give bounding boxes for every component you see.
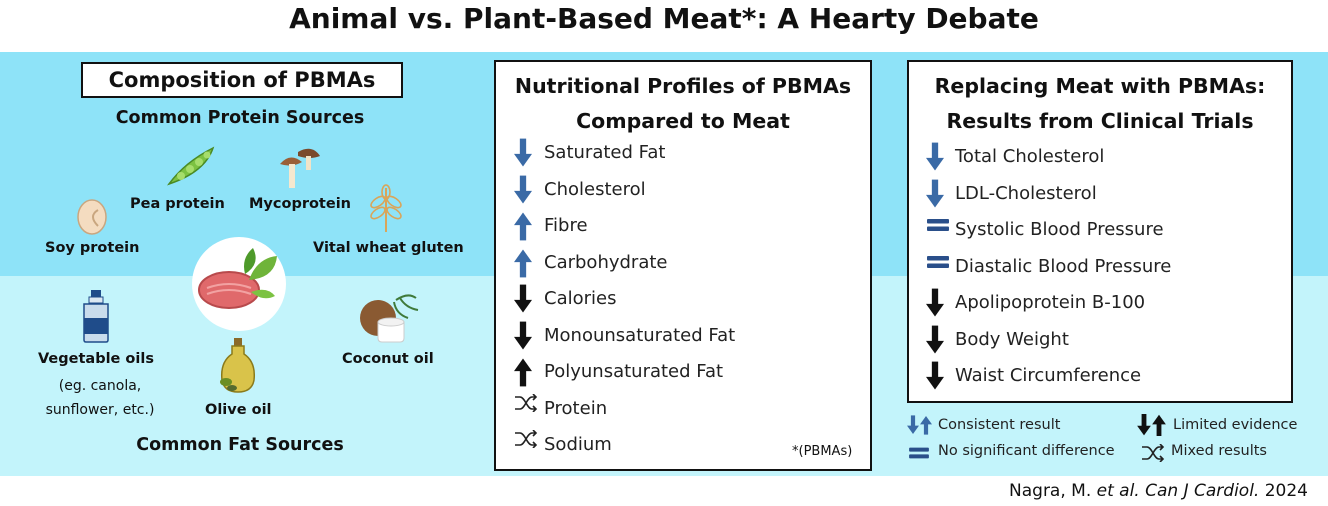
nutrition-title-line1: Nutritional Profiles of PBMAs	[514, 74, 852, 98]
trials-row-label: Total Cholesterol	[955, 146, 1105, 167]
down-arrow-blue-icon	[514, 175, 532, 209]
trials-row-label: Body Weight	[955, 328, 1069, 350]
nutrition-row-label: Sodium	[544, 434, 612, 455]
legend-no-diff: No significant difference	[938, 443, 1115, 459]
trials-panel: Replacing Meat with PBMAs: Results from …	[907, 60, 1293, 403]
down-arrow-black-icon	[926, 288, 944, 322]
vegetable-oils-note-1: (eg. canola,	[58, 378, 142, 394]
down-arrow-black-icon	[514, 321, 532, 355]
mixed-icon	[514, 430, 538, 452]
trials-row-label: Systolic Blood Pressure	[955, 219, 1164, 240]
nutrition-row-label: Cholesterol	[544, 178, 646, 200]
pea-protein-label: Pea protein	[130, 196, 225, 212]
mycoprotein-label: Mycoprotein	[249, 196, 351, 212]
protein-sources-heading: Common Protein Sources	[115, 108, 365, 128]
trials-row-label: Diastalic Blood Pressure	[955, 255, 1172, 277]
down-arrow-black-icon	[926, 361, 944, 395]
nutrition-panel: Nutritional Profiles of PBMAs Compared t…	[494, 60, 872, 471]
trials-row-label: Waist Circumference	[955, 365, 1142, 386]
vegetable-oils-note-2: sunflower, etc.)	[45, 402, 155, 418]
legend-consistent: Consistent result	[938, 417, 1061, 433]
fat-sources-heading: Common Fat Sources	[136, 435, 344, 455]
limited-evidence-icon	[1137, 414, 1167, 436]
down-arrow-blue-icon	[514, 138, 532, 172]
citation-authors: Nagra, M.	[1009, 481, 1092, 501]
up-arrow-blue-icon	[514, 211, 532, 245]
pea-pod-icon	[167, 146, 215, 186]
legend-mixed: Mixed results	[1171, 443, 1267, 459]
plant-meat-icon	[192, 237, 286, 331]
nutrition-row-label: Fibre	[544, 215, 588, 236]
wheat-icon	[370, 184, 402, 232]
nutrition-row-label: Protein	[544, 397, 608, 419]
nutrition-row-label: Polyunsaturated Fat	[544, 361, 724, 382]
trials-title-line1: Replacing Meat with PBMAs:	[934, 74, 1266, 98]
up-arrow-black-icon	[514, 357, 532, 391]
mushroom-icon	[280, 148, 320, 188]
no-difference-icon	[908, 444, 930, 462]
nutrition-row-label: Monounsaturated Fat	[544, 324, 736, 346]
citation-year: 2024	[1264, 481, 1308, 501]
equal-icon	[926, 252, 950, 276]
coconut-icon	[360, 294, 419, 343]
down-arrow-black-icon	[926, 325, 944, 359]
soy-bean-icon	[77, 199, 107, 235]
trials-title-line2: Results from Clinical Trials	[946, 109, 1254, 133]
down-arrow-blue-icon	[926, 142, 944, 176]
page-title: Animal vs. Plant-Based Meat*: A Hearty D…	[289, 2, 1039, 35]
down-arrow-blue-icon	[926, 179, 944, 213]
composition-title: Composition of PBMAs	[81, 62, 403, 98]
mixed-icon	[514, 394, 538, 416]
citation: Nagra, M. et al. Can J Cardiol. 2024	[1009, 481, 1308, 501]
citation-journal: et al. Can J Cardiol.	[1096, 481, 1260, 501]
soy-protein-label: Soy protein	[45, 240, 140, 256]
vegetable-oil-icon	[83, 290, 109, 343]
legend-limited: Limited evidence	[1173, 417, 1298, 433]
olive-oil-label: Olive oil	[205, 402, 272, 418]
consistent-result-icon	[907, 414, 933, 436]
vegetable-oils-label: Vegetable oils	[38, 351, 154, 367]
mixed-results-icon	[1141, 444, 1165, 462]
olive-oil-icon	[220, 338, 256, 393]
trials-row-label: LDL-Cholesterol	[955, 182, 1097, 204]
nutrition-row-label: Saturated Fat	[544, 142, 666, 163]
nutrition-title-line2: Compared to Meat	[576, 109, 790, 133]
wheat-gluten-label: Vital wheat gluten	[313, 240, 464, 256]
equal-icon	[926, 215, 950, 239]
trials-row-label: Apolipoprotein B-100	[955, 292, 1146, 313]
coconut-oil-label: Coconut oil	[342, 351, 434, 367]
up-arrow-blue-icon	[514, 248, 532, 282]
down-arrow-black-icon	[514, 284, 532, 318]
nutrition-row-label: Carbohydrate	[544, 251, 668, 273]
pbmas-footnote: *(PBMAs)	[792, 444, 853, 459]
nutrition-row-label: Calories	[544, 288, 617, 309]
